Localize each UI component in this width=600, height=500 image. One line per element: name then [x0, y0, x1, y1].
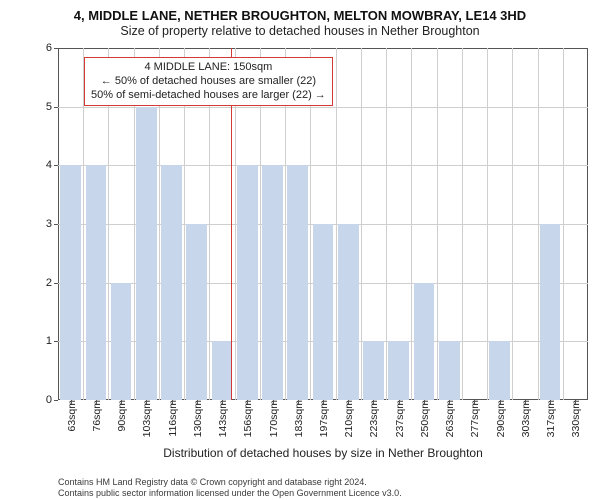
grid-line [437, 48, 438, 400]
histogram-bar [388, 341, 409, 400]
x-tick-mark [323, 400, 324, 404]
grid-line [336, 48, 337, 400]
histogram-bar [237, 165, 258, 400]
x-tick-mark [373, 400, 374, 404]
footer-line: Contains public sector information licen… [58, 488, 402, 498]
y-tick-mark [54, 48, 58, 49]
histogram-bar [186, 224, 207, 400]
x-tick-label: 237sqm [392, 400, 406, 437]
x-tick-mark [172, 400, 173, 404]
attribution-footer: Contains HM Land Registry data © Crown c… [58, 477, 402, 498]
annotation-line: ← 50% of detached houses are smaller (22… [91, 75, 326, 89]
annotation-line: 4 MIDDLE LANE: 150sqm [91, 61, 326, 75]
histogram-bar [414, 283, 435, 400]
histogram-bar [212, 341, 233, 400]
x-tick-mark [474, 400, 475, 404]
histogram-bar [287, 165, 308, 400]
x-tick-label: 103sqm [139, 400, 153, 437]
x-tick-mark [298, 400, 299, 404]
grid-line [462, 48, 463, 400]
x-tick-label: 76sqm [89, 400, 103, 432]
grid-line [512, 48, 513, 400]
y-tick-mark [54, 283, 58, 284]
x-tick-mark [273, 400, 274, 404]
x-tick-label: 263sqm [442, 400, 456, 437]
histogram-bar [262, 165, 283, 400]
annotation-line: 50% of semi-detached houses are larger (… [91, 89, 326, 103]
x-tick-mark [222, 400, 223, 404]
chart-title: 4, MIDDLE LANE, NETHER BROUGHTON, MELTON… [10, 8, 590, 24]
x-axis-label: Distribution of detached houses by size … [58, 446, 588, 460]
histogram-bar [439, 341, 460, 400]
x-tick-mark [247, 400, 248, 404]
x-tick-label: 223sqm [366, 400, 380, 437]
x-tick-label: 63sqm [64, 400, 78, 432]
x-tick-mark [550, 400, 551, 404]
x-tick-mark [525, 400, 526, 404]
x-tick-label: 143sqm [215, 400, 229, 437]
histogram-bar [363, 341, 384, 400]
x-tick-label: 290sqm [493, 400, 507, 437]
x-tick-label: 90sqm [114, 400, 128, 432]
x-tick-label: 277sqm [467, 400, 481, 437]
footer-line: Contains HM Land Registry data © Crown c… [58, 477, 402, 487]
y-tick-mark [54, 341, 58, 342]
grid-line [386, 48, 387, 400]
x-tick-mark [121, 400, 122, 404]
x-tick-mark [424, 400, 425, 404]
histogram-bar [489, 341, 510, 400]
y-tick-mark [54, 400, 58, 401]
y-tick-mark [54, 224, 58, 225]
x-tick-mark [96, 400, 97, 404]
x-tick-label: 170sqm [266, 400, 280, 437]
histogram-bar [111, 283, 132, 400]
x-tick-label: 116sqm [165, 400, 179, 437]
grid-line [538, 48, 539, 400]
grid-line [361, 48, 362, 400]
x-tick-mark [146, 400, 147, 404]
x-tick-label: 130sqm [190, 400, 204, 437]
x-tick-label: 210sqm [341, 400, 355, 437]
y-tick-mark [54, 165, 58, 166]
x-tick-mark [71, 400, 72, 404]
chart-subtitle: Size of property relative to detached ho… [10, 24, 590, 40]
x-tick-mark [575, 400, 576, 404]
x-tick-label: 183sqm [291, 400, 305, 437]
grid-line [487, 48, 488, 400]
x-tick-mark [197, 400, 198, 404]
histogram-bar [313, 224, 334, 400]
x-tick-label: 250sqm [417, 400, 431, 437]
grid-line [563, 48, 564, 400]
grid-line [411, 48, 412, 400]
x-tick-mark [449, 400, 450, 404]
histogram-bar [338, 224, 359, 400]
x-tick-label: 303sqm [518, 400, 532, 437]
histogram-bar [540, 224, 561, 400]
histogram-bar [86, 165, 107, 400]
x-tick-mark [399, 400, 400, 404]
x-tick-mark [500, 400, 501, 404]
x-tick-label: 330sqm [568, 400, 582, 437]
histogram-bar [60, 165, 81, 400]
y-tick-mark [54, 107, 58, 108]
histogram-bar [136, 107, 157, 400]
x-tick-label: 317sqm [543, 400, 557, 437]
histogram-bar [161, 165, 182, 400]
x-tick-label: 197sqm [316, 400, 330, 437]
plot-area: 012345663sqm76sqm90sqm103sqm116sqm130sqm… [58, 48, 588, 400]
x-tick-mark [348, 400, 349, 404]
annotation-box: 4 MIDDLE LANE: 150sqm← 50% of detached h… [84, 57, 333, 106]
chart-container: 4, MIDDLE LANE, NETHER BROUGHTON, MELTON… [0, 0, 600, 500]
x-tick-label: 156sqm [240, 400, 254, 437]
